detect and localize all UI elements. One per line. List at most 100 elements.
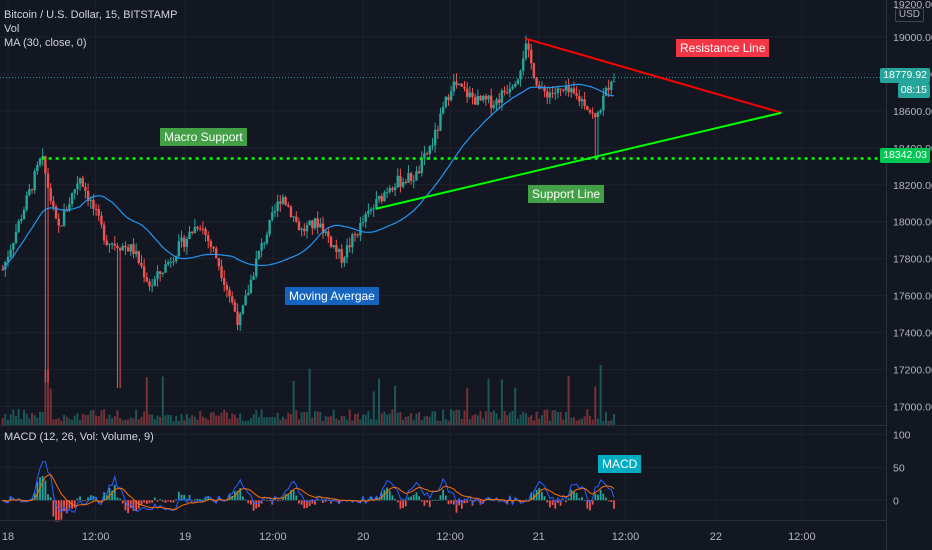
volume-bar [546,409,549,425]
candle-body [44,155,47,174]
candle-body [516,79,520,85]
grid [0,0,886,520]
volume-bar [49,388,52,425]
candle-body [377,195,381,200]
macd-axis[interactable]: 100 50 0 [893,430,911,508]
macd-histogram-bar [111,490,114,501]
volume-bar [97,416,100,425]
moving-average-annotation[interactable]: Moving Avergae [285,287,379,305]
candle-body [575,93,578,96]
volume-bar [193,416,196,425]
candle-body [321,223,325,234]
support-line[interactable] [375,111,782,210]
ma-legend[interactable]: MA (30, close, 0) [4,37,87,49]
candle-body [473,97,477,105]
macd-histogram-bar [135,500,138,511]
volume-bar [575,420,578,425]
candle-body [375,199,378,209]
volume-bar [522,411,525,425]
macd-line [2,460,615,513]
resistance-line[interactable] [526,37,782,114]
candle-body [236,311,239,325]
volume-legend[interactable]: Vol [4,23,20,35]
candle-body [279,201,282,204]
volume-bar [516,418,519,425]
volume-bar [263,417,266,425]
candle-body [158,271,162,274]
volume-bar [322,420,325,425]
volume-bar [538,418,541,425]
volume-bar [255,410,258,425]
candle-body [153,279,157,286]
price-tick-label: 18200.00 [893,180,932,192]
candle-body [257,250,261,259]
volume-bar [476,415,479,425]
support-price-tag[interactable]: 18342.03 [880,148,930,163]
currency-label[interactable]: USD [894,8,924,22]
candle-body [449,91,453,101]
macd-histogram-bar [607,500,610,502]
support-line-annotation[interactable]: Support Line [528,185,605,203]
candle-body [177,241,181,257]
candle-body [452,81,456,92]
volume-bar [215,415,218,425]
volume-bar [281,416,284,425]
macro-support-annotation[interactable]: Macro Support [160,128,247,146]
time-axis[interactable]: 18 12:00 19 12:00 20 12:00 21 12:00 22 12:00 [2,531,816,543]
macd-histogram-bar [490,500,493,502]
volume-bar [372,391,375,425]
macd-histogram-bar [140,500,143,505]
macd-histogram-bar [412,494,415,501]
volume-bar [535,411,538,425]
volume-bar [84,414,87,425]
volume-bar [562,419,565,425]
macd-histogram-bar [386,487,388,501]
volume-bar [175,415,178,425]
candle-body [468,92,472,97]
macd-histogram-bar [266,500,268,502]
current-price-tag[interactable]: 18779.92 [880,68,930,83]
macd-histogram-bar [298,500,300,504]
candle-body [252,276,255,280]
candle-body [471,92,474,98]
symbol-legend[interactable]: Bitcoin / U.S. Dollar, 15, BITSTAMP [4,9,178,21]
macd-histogram-bar [586,500,589,509]
macd-histogram-bar [68,500,71,509]
volume-bar [89,410,92,425]
macd-histogram-bar [193,499,196,501]
resistance-annotation[interactable]: Resistance Line [676,39,770,57]
macd-annotation[interactable]: MACD [598,455,642,473]
candle-body [268,219,271,235]
volume-bar [39,411,42,425]
macd-histogram-bar [578,498,581,501]
volume-bar [354,414,357,425]
candle-body [137,251,141,263]
macd-histogram-bar [463,500,466,504]
candle-body [604,87,608,96]
candle-body [220,266,223,279]
candle-body [316,218,319,228]
macd-legend[interactable]: MACD (12, 26, Vol: Volume, 9) [4,431,154,443]
macd-histogram-bar [282,497,284,501]
candle-body [300,228,303,230]
macd-tick-label: 100 [893,430,911,442]
macd-histogram-bar [613,500,615,509]
candle-body [244,295,247,306]
volume-bar [484,411,487,425]
volume-bar [532,420,535,425]
candle-body [57,218,60,226]
volume-bar [594,386,597,425]
candle-body [506,92,509,94]
macd-histogram-bar [201,499,204,501]
volume-bar [487,378,490,425]
candle-body [281,197,285,204]
macd-histogram-bar [199,499,202,501]
macd-histogram-bar [605,497,607,501]
candle-body [351,234,354,248]
candle-body [20,219,23,222]
candle-body [215,248,218,259]
macd-histogram-bar [541,492,543,501]
volume-bar [391,409,394,425]
volume-bar [41,412,44,425]
